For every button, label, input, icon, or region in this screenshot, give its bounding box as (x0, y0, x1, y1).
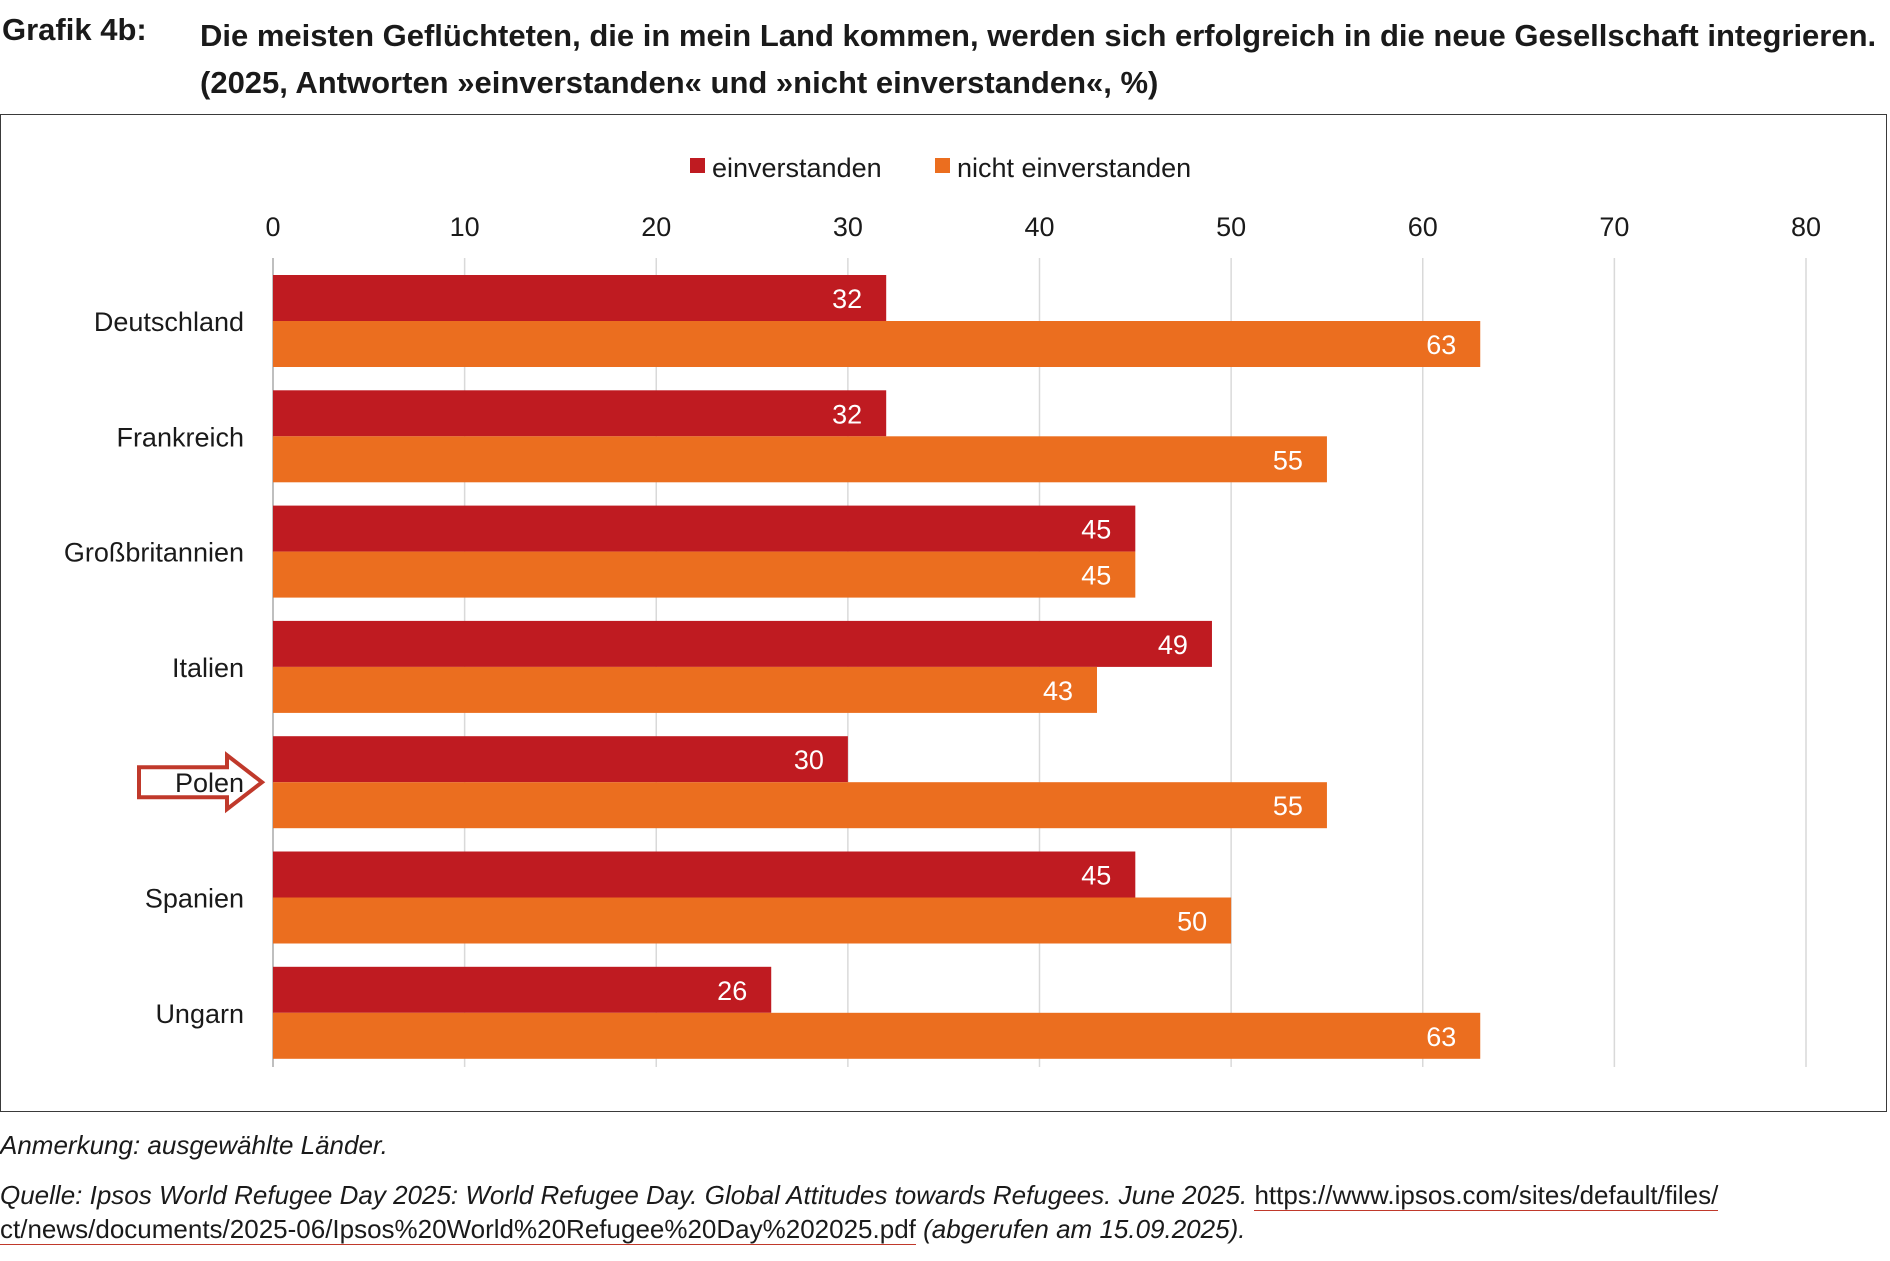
bar-deutschland-einverstanden (273, 275, 887, 321)
x-tick-label: 80 (1791, 212, 1821, 242)
data-label: 63 (1426, 330, 1456, 360)
x-tick-label: 0 (265, 212, 280, 242)
category-label: Deutschland (94, 307, 244, 337)
x-tick-label: 20 (641, 212, 671, 242)
legend-label-1: nicht einverstanden (957, 153, 1191, 183)
data-label: 32 (832, 399, 862, 429)
x-tick-label: 30 (833, 212, 863, 242)
legend-label-0: einverstanden (712, 153, 882, 183)
bar-polen-nicht-einverstanden (273, 782, 1327, 829)
x-tick-label: 50 (1216, 212, 1246, 242)
x-tick-label: 40 (1024, 212, 1054, 242)
legend-swatch-0 (690, 158, 705, 173)
x-tick-label: 70 (1599, 212, 1629, 242)
bar-italien-nicht-einverstanden (273, 666, 1097, 713)
bar-polen-einverstanden (273, 736, 848, 783)
bar-ungarn-einverstanden (273, 966, 772, 1013)
bar-großbritannien-einverstanden (273, 505, 1136, 552)
bar-großbritannien-nicht-einverstanden (273, 551, 1136, 598)
data-label: 30 (794, 745, 824, 775)
source-note: Quelle: Ipsos World Refugee Day 2025: Wo… (0, 1180, 1719, 1211)
category-label: Polen (175, 768, 244, 798)
category-label: Großbritannien (64, 538, 244, 568)
data-label: 50 (1177, 907, 1207, 937)
category-label: Frankreich (116, 422, 244, 452)
source-prefix: Quelle: Ipsos World Refugee Day 2025: Wo… (0, 1180, 1255, 1210)
figure-title: Die meisten Geflüchteten, die in mein La… (200, 18, 1877, 100)
category-label: Italien (172, 653, 244, 683)
x-tick-label: 60 (1408, 212, 1438, 242)
category-label: Ungarn (155, 999, 244, 1029)
legend-swatch-1 (935, 158, 950, 173)
data-label: 32 (832, 284, 862, 314)
data-label: 26 (717, 976, 747, 1006)
x-tick-label: 10 (450, 212, 480, 242)
bar-spanien-einverstanden (273, 851, 1136, 898)
category-label: Spanien (145, 884, 244, 914)
data-label: 55 (1273, 445, 1303, 475)
remark-note: Anmerkung: ausgewählte Länder. (0, 1130, 388, 1160)
data-label: 43 (1043, 676, 1073, 706)
source-link-part2[interactable]: ct/news/documents/2025-06/Ipsos%20World%… (0, 1214, 916, 1245)
data-label: 45 (1081, 515, 1111, 545)
data-label: 45 (1081, 561, 1111, 591)
chart-frame (0, 114, 1887, 1112)
data-label: 63 (1426, 1022, 1456, 1052)
data-label: 45 (1081, 861, 1111, 891)
data-label: 49 (1158, 630, 1188, 660)
bar-ungarn-nicht-einverstanden (273, 1012, 1481, 1059)
source-note-line2: ct/news/documents/2025-06/Ipsos%20World%… (0, 1214, 1245, 1245)
bar-italien-einverstanden (273, 620, 1212, 667)
source-link-part1[interactable]: https://www.ipsos.com/sites/default/file… (1254, 1180, 1719, 1211)
bar-deutschland-nicht-einverstanden (273, 321, 1481, 367)
bar-frankreich-nicht-einverstanden (273, 436, 1327, 483)
data-label: 55 (1273, 791, 1303, 821)
highlight-arrow-icon (137, 751, 266, 814)
bar-spanien-nicht-einverstanden (273, 897, 1232, 944)
bar-frankreich-einverstanden (273, 390, 887, 437)
figure-label: Grafik 4b: (2, 12, 147, 47)
source-suffix: (abgerufen am 15.09.2025). (915, 1214, 1246, 1244)
